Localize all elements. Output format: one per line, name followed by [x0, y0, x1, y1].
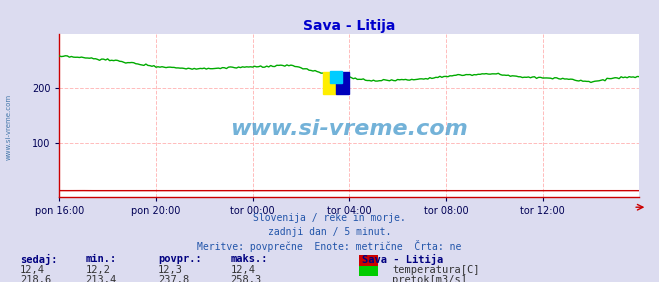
- Bar: [336, 72, 349, 94]
- Text: Meritve: povprečne  Enote: metrične  Črta: ne: Meritve: povprečne Enote: metrične Črta:…: [197, 240, 462, 252]
- Bar: [330, 71, 342, 83]
- Text: povpr.:: povpr.:: [158, 254, 202, 264]
- Text: 12,4: 12,4: [231, 265, 256, 274]
- Text: 237,8: 237,8: [158, 275, 189, 282]
- Text: www.si-vreme.com: www.si-vreme.com: [5, 94, 11, 160]
- Text: Slovenija / reke in morje.: Slovenija / reke in morje.: [253, 213, 406, 223]
- Text: sedaj:: sedaj:: [20, 254, 57, 265]
- Bar: [323, 72, 336, 94]
- Text: www.si-vreme.com: www.si-vreme.com: [231, 119, 468, 139]
- Text: 258,3: 258,3: [231, 275, 262, 282]
- Text: temperatura[C]: temperatura[C]: [392, 265, 480, 274]
- Text: Sava - Litija: Sava - Litija: [362, 254, 444, 265]
- Text: 12,3: 12,3: [158, 265, 183, 274]
- Text: 12,4: 12,4: [20, 265, 45, 274]
- Text: 12,2: 12,2: [86, 265, 111, 274]
- Text: min.:: min.:: [86, 254, 117, 264]
- Text: 213,4: 213,4: [86, 275, 117, 282]
- Text: zadnji dan / 5 minut.: zadnji dan / 5 minut.: [268, 227, 391, 237]
- Title: Sava - Litija: Sava - Litija: [303, 19, 395, 33]
- Text: 218,6: 218,6: [20, 275, 51, 282]
- Text: maks.:: maks.:: [231, 254, 268, 264]
- Text: pretok[m3/s]: pretok[m3/s]: [392, 275, 467, 282]
